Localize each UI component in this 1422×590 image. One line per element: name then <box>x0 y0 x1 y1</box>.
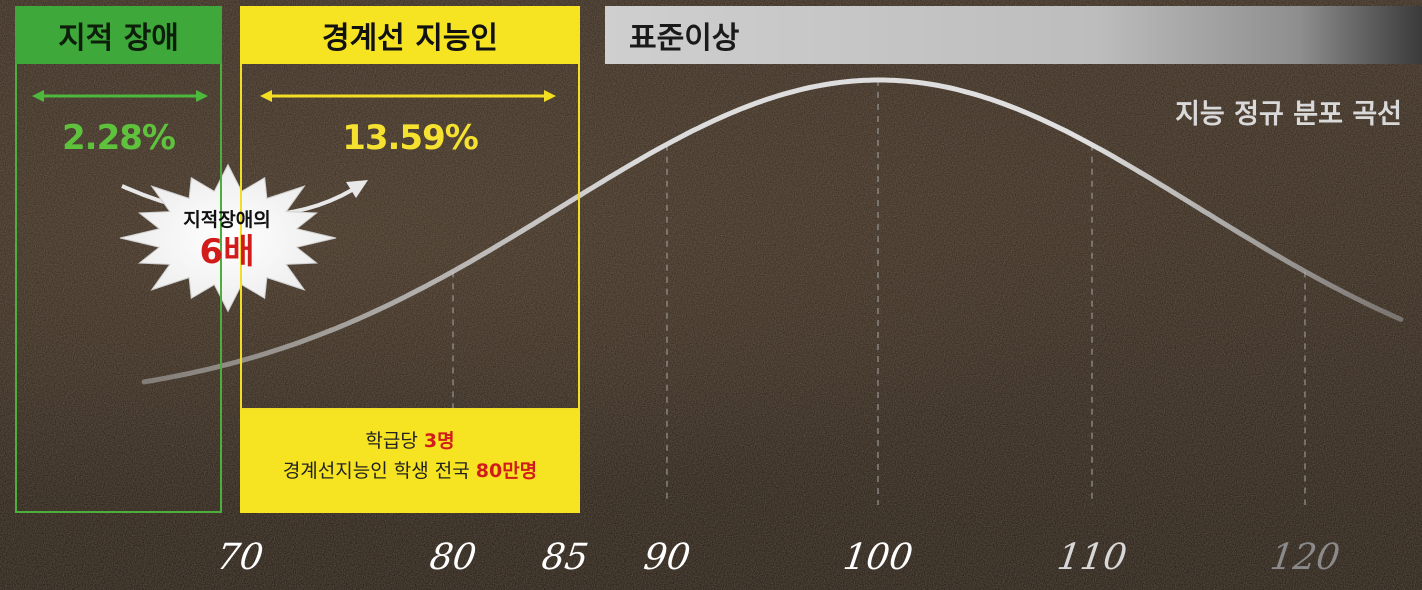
burst-arrow-head <box>346 180 368 198</box>
borderline-percent: 13.59% <box>342 118 479 158</box>
x-tick-90: 90 <box>641 537 693 578</box>
borderline-header: 경계선 지능인 <box>240 6 580 64</box>
starburst-shape <box>119 163 337 313</box>
note-box: 학급당 3명 경계선지능인 학생 전국 80만명 <box>240 410 580 513</box>
yellow-range-arrow <box>260 90 556 102</box>
x-tick-80: 80 <box>427 537 479 578</box>
burst-line2: 6배 <box>199 232 255 272</box>
curve-title: 지능 정규 분포 곡선 <box>1175 99 1402 130</box>
note-line2-highlight: 80만명 <box>475 460 538 482</box>
intellectual-disability-frame <box>15 64 222 513</box>
burst-callout: 지적장애의 6배 <box>152 205 302 272</box>
note-line1-text: 학급당 <box>365 430 424 452</box>
normal-curve <box>141 77 1404 385</box>
burst-line1: 지적장애의 <box>183 209 271 231</box>
note-line2: 경계선지능인 학생 전국 80만명 <box>240 456 580 486</box>
note-line2-text: 경계선지능인 학생 전국 <box>282 460 476 482</box>
borderline-frame <box>240 64 580 410</box>
x-tick-120: 120 <box>1267 537 1343 578</box>
note-line1: 학급당 3명 <box>240 426 580 456</box>
x-tick-100: 100 <box>840 537 916 578</box>
note-line1-highlight: 3명 <box>423 430 455 452</box>
x-tick-85: 85 <box>539 537 591 578</box>
standard-header: 표준이상 <box>605 6 1422 64</box>
x-tick-70: 70 <box>214 537 266 578</box>
intellectual-disability-header: 지적 장애 <box>15 6 222 64</box>
green-range-arrow <box>32 90 208 102</box>
x-tick-110: 110 <box>1054 537 1130 578</box>
intellectual-disability-percent: 2.28% <box>62 118 176 158</box>
